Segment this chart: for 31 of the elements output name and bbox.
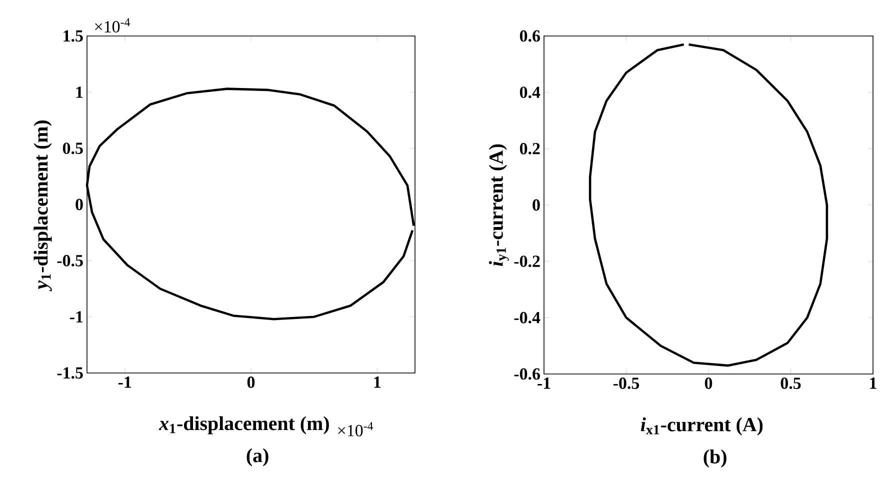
y-tick-label: 0.4 — [520, 86, 540, 98]
x-tick-label: -0.5 — [613, 378, 640, 390]
line-series — [588, 43, 828, 367]
y-tick-label: -0.6 — [514, 368, 540, 380]
x-tick-label: 1 — [870, 378, 876, 389]
y-tick-label: -0.5 — [57, 254, 83, 266]
y-tick-label: -1.5 — [57, 367, 83, 379]
x-tick-label: 0 — [704, 378, 712, 389]
y-tick-label: -0.4 — [514, 312, 540, 324]
x-tick-label: 0.5 — [780, 378, 801, 390]
y-tick-label: 0.2 — [520, 142, 540, 154]
y-axis-title: y$_{1}$-displacement (m) — [34, 120, 52, 292]
y-tick-label: -1 — [70, 311, 83, 322]
text: ×10$^{-4}$ — [95, 18, 130, 32]
x-axis-title: i$_{x1}$-current (A) — [640, 417, 763, 436]
y-tick-label: 0.5 — [62, 142, 83, 154]
y-tick-label: 1.5 — [64, 30, 83, 42]
y-axis-title: i$_{y1}$-current (A) — [488, 144, 509, 266]
y-tick-label: 0.6 — [520, 30, 540, 42]
x-tick-label: -1 — [538, 378, 550, 389]
y-tick-label: 0 — [76, 198, 83, 210]
y-tick-label: 1 — [76, 86, 83, 98]
x-tick-label: -1 — [118, 376, 132, 388]
x-axis-title: x$_{1}$-displacement (m) — [158, 416, 329, 434]
text: (a) — [246, 448, 268, 466]
text: ×10$^{-4}$ — [338, 422, 374, 436]
x-tick-label: 1 — [374, 376, 381, 388]
y-tick-label: -0.2 — [514, 256, 540, 268]
x-tick-label: 0 — [247, 376, 255, 388]
y-tick-label: 0 — [532, 199, 540, 211]
text: (b) — [704, 449, 726, 468]
